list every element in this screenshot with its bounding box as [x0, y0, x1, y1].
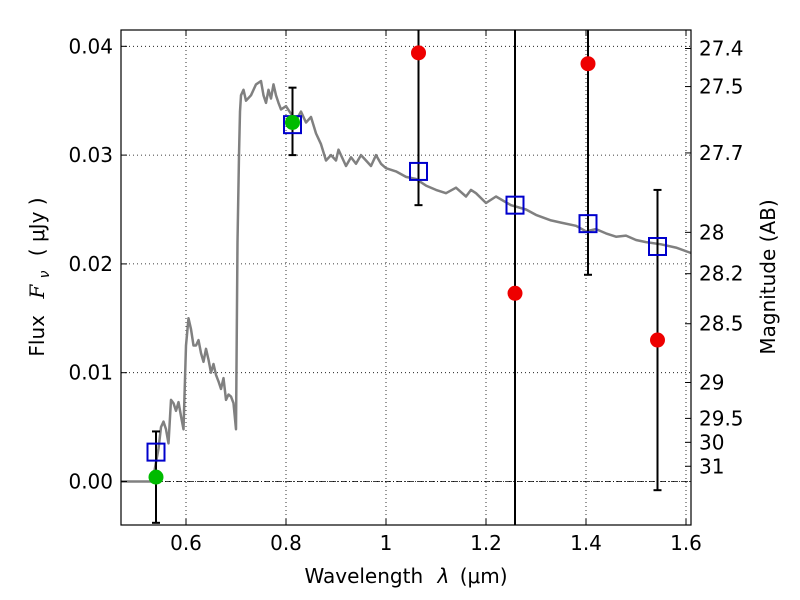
- plot-frame: [120, 29, 692, 526]
- right-tick-label: 29: [699, 370, 724, 394]
- model-photometry-point: [578, 214, 598, 234]
- right-tick-label: 29.5: [699, 406, 744, 430]
- x-tick-label: 0.8: [270, 531, 302, 555]
- y-tick-label: 0.00: [68, 469, 113, 493]
- x-tick-label: 1.6: [670, 531, 702, 555]
- observed-photometry-series: [148, 45, 665, 485]
- y-tick-label: 0.02: [68, 252, 113, 276]
- detection-point: [148, 469, 164, 485]
- right-axis-label: Magnitude (AB): [756, 199, 780, 354]
- y-axis-label: Flux F ν ( μJy ): [25, 197, 54, 356]
- y-tick-label: 0.03: [68, 143, 113, 167]
- x-axis-label-text: Wavelength: [304, 564, 423, 588]
- right-tick-label: 30: [699, 430, 724, 454]
- x-axis-label: Wavelength λ (μm): [304, 564, 507, 588]
- axis-ticks: 0.6 0.8 1 1.2 1.4 1.6 0.00 0.01 0.02 0.03 0.04 27.4…: [68, 30, 744, 555]
- right-tick-label: 27.4: [699, 36, 744, 60]
- spectrum-series: [121, 79, 692, 483]
- right-tick-label: 28.2: [699, 262, 744, 286]
- model-photometry-point: [505, 195, 525, 215]
- x-axis-label-unit: (μm): [460, 564, 508, 588]
- y-axis-label-subscript: ν: [37, 270, 53, 278]
- grid: [121, 30, 691, 525]
- non-detection-point: [650, 332, 665, 348]
- x-tick-label: 1.4: [570, 531, 602, 555]
- spectrum-line: [121, 79, 692, 483]
- x-axis-label-symbol: λ: [437, 564, 450, 588]
- right-tick-label: 28: [699, 220, 724, 244]
- right-tick-label: 27.7: [699, 141, 744, 165]
- y-axis-label-symbol: F: [25, 284, 49, 300]
- right-tick-label: 31: [699, 454, 724, 478]
- x-tick-label: 0.6: [170, 531, 202, 555]
- detection-point: [285, 114, 300, 130]
- y-axis-label-unit: ( μJy ): [25, 197, 49, 256]
- non-detection-point: [507, 285, 523, 301]
- error-bars: [152, 30, 662, 525]
- x-tick-label: 1.2: [470, 531, 502, 555]
- right-tick-label: 27.5: [699, 75, 744, 99]
- non-detection-point: [580, 56, 596, 72]
- model-photometry-point: [409, 161, 428, 181]
- model-photometry-point: [648, 236, 667, 256]
- right-tick-label: 28.5: [699, 312, 744, 336]
- y-axis-label-text: Flux: [25, 315, 49, 357]
- y-tick-label: 0.01: [68, 361, 113, 385]
- non-detection-point: [411, 45, 426, 61]
- x-tick-label: 1: [380, 531, 393, 555]
- y-tick-label: 0.04: [68, 34, 113, 58]
- model-photometry-point: [146, 442, 166, 462]
